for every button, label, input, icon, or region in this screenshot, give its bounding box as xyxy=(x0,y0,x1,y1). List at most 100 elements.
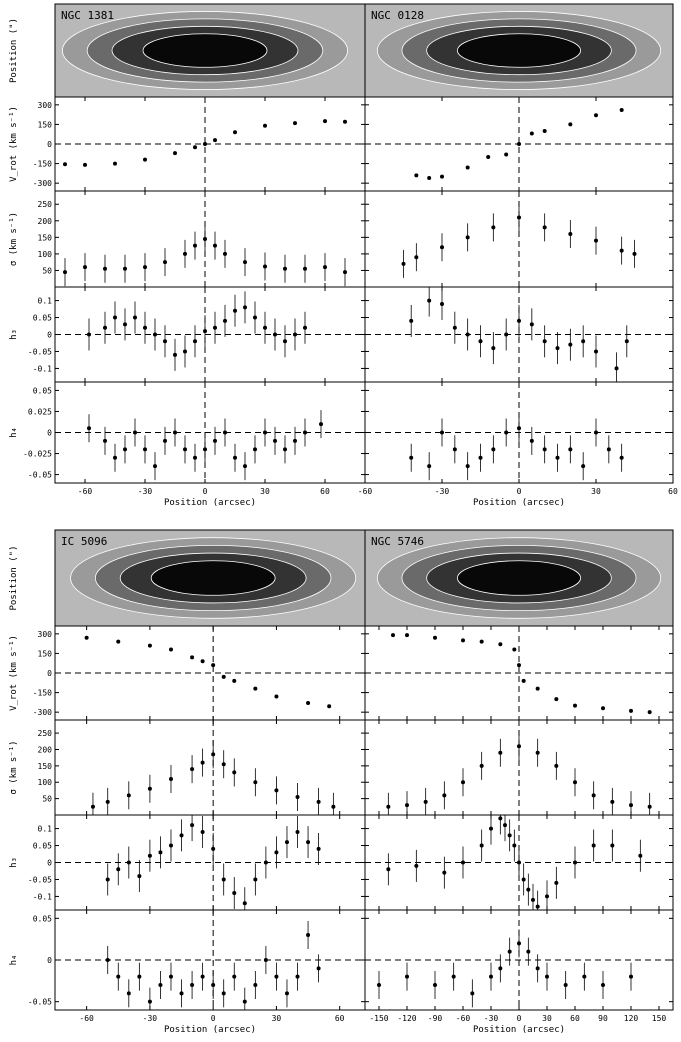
data-point xyxy=(542,339,547,344)
y-tick-label: -150 xyxy=(33,160,52,169)
galaxy-name: NGC 0128 xyxy=(371,9,424,22)
data-point xyxy=(377,983,381,987)
data-point xyxy=(491,346,496,351)
data-point xyxy=(193,455,197,460)
data-point xyxy=(200,760,205,765)
data-point xyxy=(137,974,142,979)
data-point xyxy=(211,663,216,668)
data-point xyxy=(303,325,307,330)
panel-h3 xyxy=(364,286,674,383)
data-point xyxy=(137,874,142,879)
data-point xyxy=(606,447,611,452)
data-point xyxy=(306,840,311,845)
data-point xyxy=(90,804,95,809)
data-point xyxy=(465,165,470,170)
data-point xyxy=(517,142,521,146)
data-point xyxy=(529,131,534,136)
data-point xyxy=(253,686,258,691)
data-point xyxy=(232,770,237,775)
data-point xyxy=(545,974,549,979)
y-tick-label: 150 xyxy=(38,649,53,658)
data-point xyxy=(274,850,279,855)
isophote-contour xyxy=(150,560,276,596)
data-point xyxy=(263,430,267,435)
data-point xyxy=(343,119,347,124)
data-point xyxy=(273,332,277,337)
y-tick-label: -0.1 xyxy=(33,892,52,901)
data-point xyxy=(223,430,227,435)
data-point xyxy=(427,298,432,303)
data-point xyxy=(638,853,643,858)
data-point xyxy=(295,829,300,834)
x-tick-label: 90 xyxy=(598,1014,608,1023)
data-point xyxy=(103,325,107,330)
data-point xyxy=(452,447,457,452)
x-tick-label: 30 xyxy=(542,1014,552,1023)
data-point xyxy=(386,867,391,872)
data-point xyxy=(213,325,217,330)
data-point xyxy=(283,339,287,344)
data-point xyxy=(116,867,121,872)
panel-ylabel: Position (") xyxy=(9,545,19,610)
data-point xyxy=(498,966,503,971)
data-point xyxy=(203,142,207,146)
data-point xyxy=(274,788,279,793)
data-point xyxy=(284,991,289,996)
panel-ylabel: Position (") xyxy=(9,18,19,83)
y-tick-label: 150 xyxy=(38,233,53,242)
data-point xyxy=(221,991,226,996)
data-point xyxy=(489,974,493,979)
data-point xyxy=(263,958,268,962)
data-point xyxy=(647,710,652,715)
data-point xyxy=(232,974,237,979)
data-point xyxy=(168,974,173,979)
y-tick-label: 0.05 xyxy=(33,842,52,851)
data-point xyxy=(629,803,633,808)
panel-h3: 0.1 0.05 0 -0.05 -0.1 h₃ xyxy=(9,814,366,911)
y-tick-label: 0 xyxy=(47,669,52,678)
isophote-contour xyxy=(456,33,581,68)
data-point xyxy=(555,346,560,351)
data-point xyxy=(147,999,152,1004)
data-point xyxy=(542,225,547,230)
data-point xyxy=(331,804,336,809)
data-point xyxy=(253,780,258,785)
data-point xyxy=(512,843,517,848)
panel-h4: 0.05 0 -0.05 h₄ -60 -30 0 30 60 Position (arcsec) xyxy=(9,909,366,1035)
data-point xyxy=(303,430,307,435)
data-point xyxy=(452,325,457,330)
data-point xyxy=(179,833,184,838)
data-point xyxy=(83,162,87,167)
data-point xyxy=(629,974,633,979)
data-point xyxy=(163,260,167,265)
panel-h3: 0.1 0.05 0 -0.05 -0.1 h₃ xyxy=(9,286,366,383)
data-point xyxy=(409,318,414,323)
data-point xyxy=(263,264,267,269)
data-point xyxy=(211,846,216,851)
panel-h4: -60 -30 0 30 60 Position (arcsec) xyxy=(358,381,678,508)
x-tick-label: 0 xyxy=(517,487,522,496)
data-point xyxy=(113,161,117,166)
data-point xyxy=(610,799,615,804)
data-point xyxy=(113,315,117,320)
data-point xyxy=(190,767,195,772)
data-point xyxy=(193,339,197,344)
data-point xyxy=(440,174,444,179)
data-point xyxy=(498,750,503,755)
data-point xyxy=(116,974,121,979)
panel-image: NGC 0128 xyxy=(364,3,674,98)
data-point xyxy=(105,958,110,962)
data-point xyxy=(504,430,509,435)
data-point xyxy=(221,877,226,882)
data-point xyxy=(491,225,496,230)
y-tick-label: 300 xyxy=(38,630,53,639)
data-point xyxy=(498,642,503,647)
panel-frame xyxy=(54,719,366,816)
isophote-contour xyxy=(142,33,268,68)
data-point xyxy=(594,238,598,243)
data-point xyxy=(211,752,216,757)
x-tick-label: -30 xyxy=(435,487,450,496)
panel-ylabel: h₄ xyxy=(9,955,19,966)
data-point xyxy=(517,744,521,749)
x-axis-title: Position (arcsec) xyxy=(164,498,256,508)
